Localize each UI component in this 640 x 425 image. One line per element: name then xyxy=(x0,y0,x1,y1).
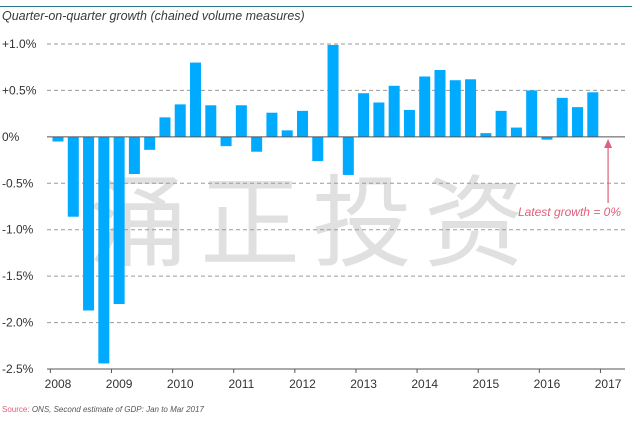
bar xyxy=(556,97,568,137)
x-tick-label: 2017 xyxy=(595,377,622,391)
chart-title: Quarter-on-quarter growth (chained volum… xyxy=(2,9,305,23)
bar xyxy=(266,112,278,137)
bar xyxy=(373,102,385,137)
bar xyxy=(587,92,599,137)
bar xyxy=(83,136,95,311)
top-rule xyxy=(0,6,632,7)
bar xyxy=(434,70,446,137)
y-tick-label: -2.5% xyxy=(2,362,34,376)
bar xyxy=(144,136,156,150)
bar xyxy=(251,136,263,152)
bar xyxy=(296,110,308,137)
x-tick-label: 2013 xyxy=(350,377,377,391)
bar xyxy=(174,104,186,137)
bar xyxy=(67,136,79,217)
watermark: 涌正投资 xyxy=(88,165,536,282)
bar xyxy=(235,105,247,137)
annotation-text: Latest growth = 0% xyxy=(518,205,621,219)
y-tick-label: 0% xyxy=(2,130,20,144)
x-tick-label: 2014 xyxy=(411,377,438,391)
bar xyxy=(52,136,64,142)
bar xyxy=(312,136,324,161)
bar xyxy=(572,107,584,137)
y-tick-label: -0.5% xyxy=(2,176,34,190)
bar xyxy=(480,133,492,137)
bar xyxy=(190,62,202,137)
x-tick-label: 2016 xyxy=(534,377,561,391)
source-note: Source: ONS, Second estimate of GDP: Jan… xyxy=(2,405,204,414)
bar xyxy=(388,85,400,137)
x-tick-label: 2015 xyxy=(472,377,499,391)
y-tick-label: -1.0% xyxy=(2,223,34,237)
bar xyxy=(541,136,553,140)
bar xyxy=(98,136,110,364)
x-tick-label: 2011 xyxy=(228,377,254,391)
y-tick-label: -1.5% xyxy=(2,269,34,283)
bar xyxy=(358,93,370,137)
bar xyxy=(128,136,140,174)
y-tick-label: +0.5% xyxy=(2,83,37,97)
bar xyxy=(159,117,171,137)
bar xyxy=(327,44,339,137)
annotation-arrow-head xyxy=(604,139,613,148)
x-tick-label: 2008 xyxy=(45,377,72,391)
x-tick-label: 2010 xyxy=(167,377,194,391)
y-tick-label: +1.0% xyxy=(2,37,37,51)
x-tick-label: 2012 xyxy=(289,377,316,391)
bar xyxy=(281,130,293,137)
bar xyxy=(449,80,461,137)
bar xyxy=(220,136,232,147)
bar xyxy=(510,127,522,137)
source-label: Source: xyxy=(2,405,30,414)
x-tick-label: 2009 xyxy=(106,377,133,391)
y-tick-label: -2.0% xyxy=(2,316,34,330)
bar xyxy=(113,136,125,304)
source-text: ONS, Second estimate of GDP: Jan to Mar … xyxy=(31,405,204,414)
bar xyxy=(419,76,431,137)
bar xyxy=(495,110,507,137)
bar xyxy=(526,90,538,137)
bar xyxy=(342,136,354,175)
bar xyxy=(465,79,477,137)
bar xyxy=(403,109,415,137)
bar xyxy=(205,105,217,137)
